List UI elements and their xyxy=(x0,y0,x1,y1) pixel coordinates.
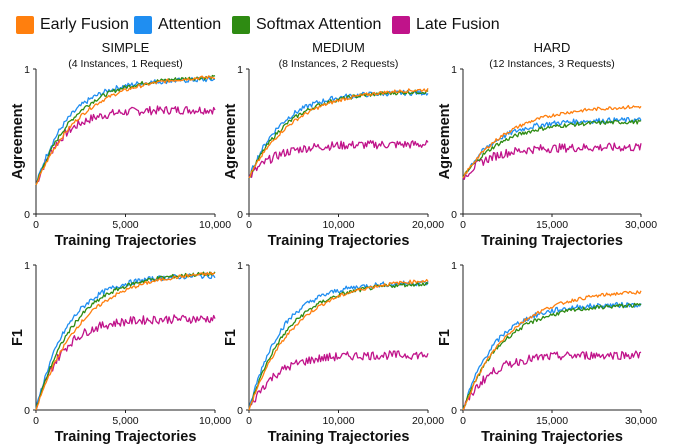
legend-swatch xyxy=(16,16,34,34)
x-tick-label: 10,000 xyxy=(199,219,231,231)
y-tick-label: 1 xyxy=(24,64,30,76)
series-line-softmax-attention xyxy=(35,271,216,411)
legend-label: Attention xyxy=(158,16,222,33)
x-tick-label: 20,000 xyxy=(412,415,444,427)
y-tick-label: 1 xyxy=(451,64,457,76)
y-tick-label: 1 xyxy=(451,260,457,272)
x-tick-label: 15,000 xyxy=(536,415,568,427)
chart-title: HARD xyxy=(534,40,571,55)
x-tick-label: 0 xyxy=(460,219,466,231)
x-tick-label: 0 xyxy=(246,415,252,427)
chart-title: MEDIUM xyxy=(312,40,365,55)
x-tick-label: 0 xyxy=(246,219,252,231)
x-tick-label: 5,000 xyxy=(112,415,138,427)
series-line-early-fusion xyxy=(462,104,642,179)
series-line-late-fusion xyxy=(462,142,642,180)
x-axis-label: Training Trajectories xyxy=(268,233,410,249)
y-axis-label: F1 xyxy=(437,329,453,346)
y-tick-label: 0 xyxy=(237,209,243,221)
chart-subtitle: (8 Instances, 2 Requests) xyxy=(279,58,399,70)
legend-label: Softmax Attention xyxy=(256,16,382,33)
y-tick-label: 0 xyxy=(451,405,457,417)
series-line-softmax-attention xyxy=(248,89,429,179)
chart-subtitle: (12 Instances, 3 Requests) xyxy=(489,58,614,70)
series-line-attention xyxy=(35,76,216,186)
y-tick-label: 0 xyxy=(237,405,243,417)
x-axis-label: Training Trajectories xyxy=(268,429,410,445)
y-tick-label: 0 xyxy=(24,405,30,417)
chart-title: SIMPLE xyxy=(102,40,150,55)
x-axis-label: Training Trajectories xyxy=(55,233,197,249)
y-axis-label: Agreement xyxy=(223,103,239,179)
y-tick-label: 1 xyxy=(237,260,243,272)
legend-swatch xyxy=(392,16,410,34)
x-tick-label: 0 xyxy=(460,415,466,427)
y-tick-label: 1 xyxy=(237,64,243,76)
series-line-early-fusion xyxy=(462,290,642,411)
x-tick-label: 5,000 xyxy=(112,219,138,231)
chart-panel: SIMPLE (4 Instances, 1 Request) 0 1 0 5,000 10… xyxy=(10,40,231,249)
series-line-late-fusion xyxy=(35,105,216,186)
x-tick-label: 0 xyxy=(33,415,39,427)
chart-legend: Early Fusion Attention Softmax Attention… xyxy=(0,0,677,40)
y-axis-label: F1 xyxy=(223,329,239,346)
x-tick-label: 10,000 xyxy=(199,415,231,427)
x-tick-label: 15,000 xyxy=(536,219,568,231)
y-tick-label: 0 xyxy=(451,209,457,221)
x-tick-label: 30,000 xyxy=(625,219,657,231)
series-line-attention xyxy=(462,301,642,411)
legend-swatch xyxy=(232,16,250,34)
series-line-late-fusion xyxy=(248,350,429,411)
x-tick-label: 10,000 xyxy=(322,415,354,427)
series-line-softmax-attention xyxy=(248,281,429,411)
series-line-early-fusion xyxy=(35,271,216,411)
chart-panel: MEDIUM (8 Instances, 2 Requests) 0 1 0 10,000… xyxy=(223,40,444,249)
y-tick-label: 1 xyxy=(24,260,30,272)
x-tick-label: 20,000 xyxy=(412,219,444,231)
series-line-early-fusion xyxy=(248,278,429,411)
series-line-late-fusion xyxy=(35,314,216,411)
series-line-early-fusion xyxy=(35,75,216,186)
x-tick-label: 0 xyxy=(33,219,39,231)
series-line-late-fusion xyxy=(462,350,642,411)
series-line-attention xyxy=(35,272,216,411)
series-line-softmax-attention xyxy=(462,119,642,179)
chart-panel: HARD (12 Instances, 3 Requests) 0 1 0 15,000 3… xyxy=(437,40,657,249)
legend-label: Late Fusion xyxy=(416,16,500,33)
y-tick-label: 0 xyxy=(24,209,30,221)
legend-label: Early Fusion xyxy=(40,16,129,33)
x-tick-label: 30,000 xyxy=(625,415,657,427)
x-axis-label: Training Trajectories xyxy=(55,429,197,445)
series-line-early-fusion xyxy=(248,88,429,179)
chart-subtitle: (4 Instances, 1 Request) xyxy=(68,58,182,70)
x-tick-label: 10,000 xyxy=(322,219,354,231)
x-axis-label: Training Trajectories xyxy=(481,233,623,249)
legend-swatch xyxy=(134,16,152,34)
series-line-late-fusion xyxy=(248,139,429,179)
legend-item-late-fusion: Late Fusion xyxy=(392,16,500,34)
series-line-softmax-attention xyxy=(35,74,216,186)
legend-item-attention: Attention xyxy=(134,16,221,34)
legend-item-softmax-attention: Softmax Attention xyxy=(232,16,381,34)
y-axis-label: Agreement xyxy=(437,103,453,179)
y-axis-label: Agreement xyxy=(10,103,26,179)
x-axis-label: Training Trajectories xyxy=(481,429,623,445)
legend-item-early-fusion: Early Fusion xyxy=(16,16,129,34)
y-axis-label: F1 xyxy=(10,329,26,346)
